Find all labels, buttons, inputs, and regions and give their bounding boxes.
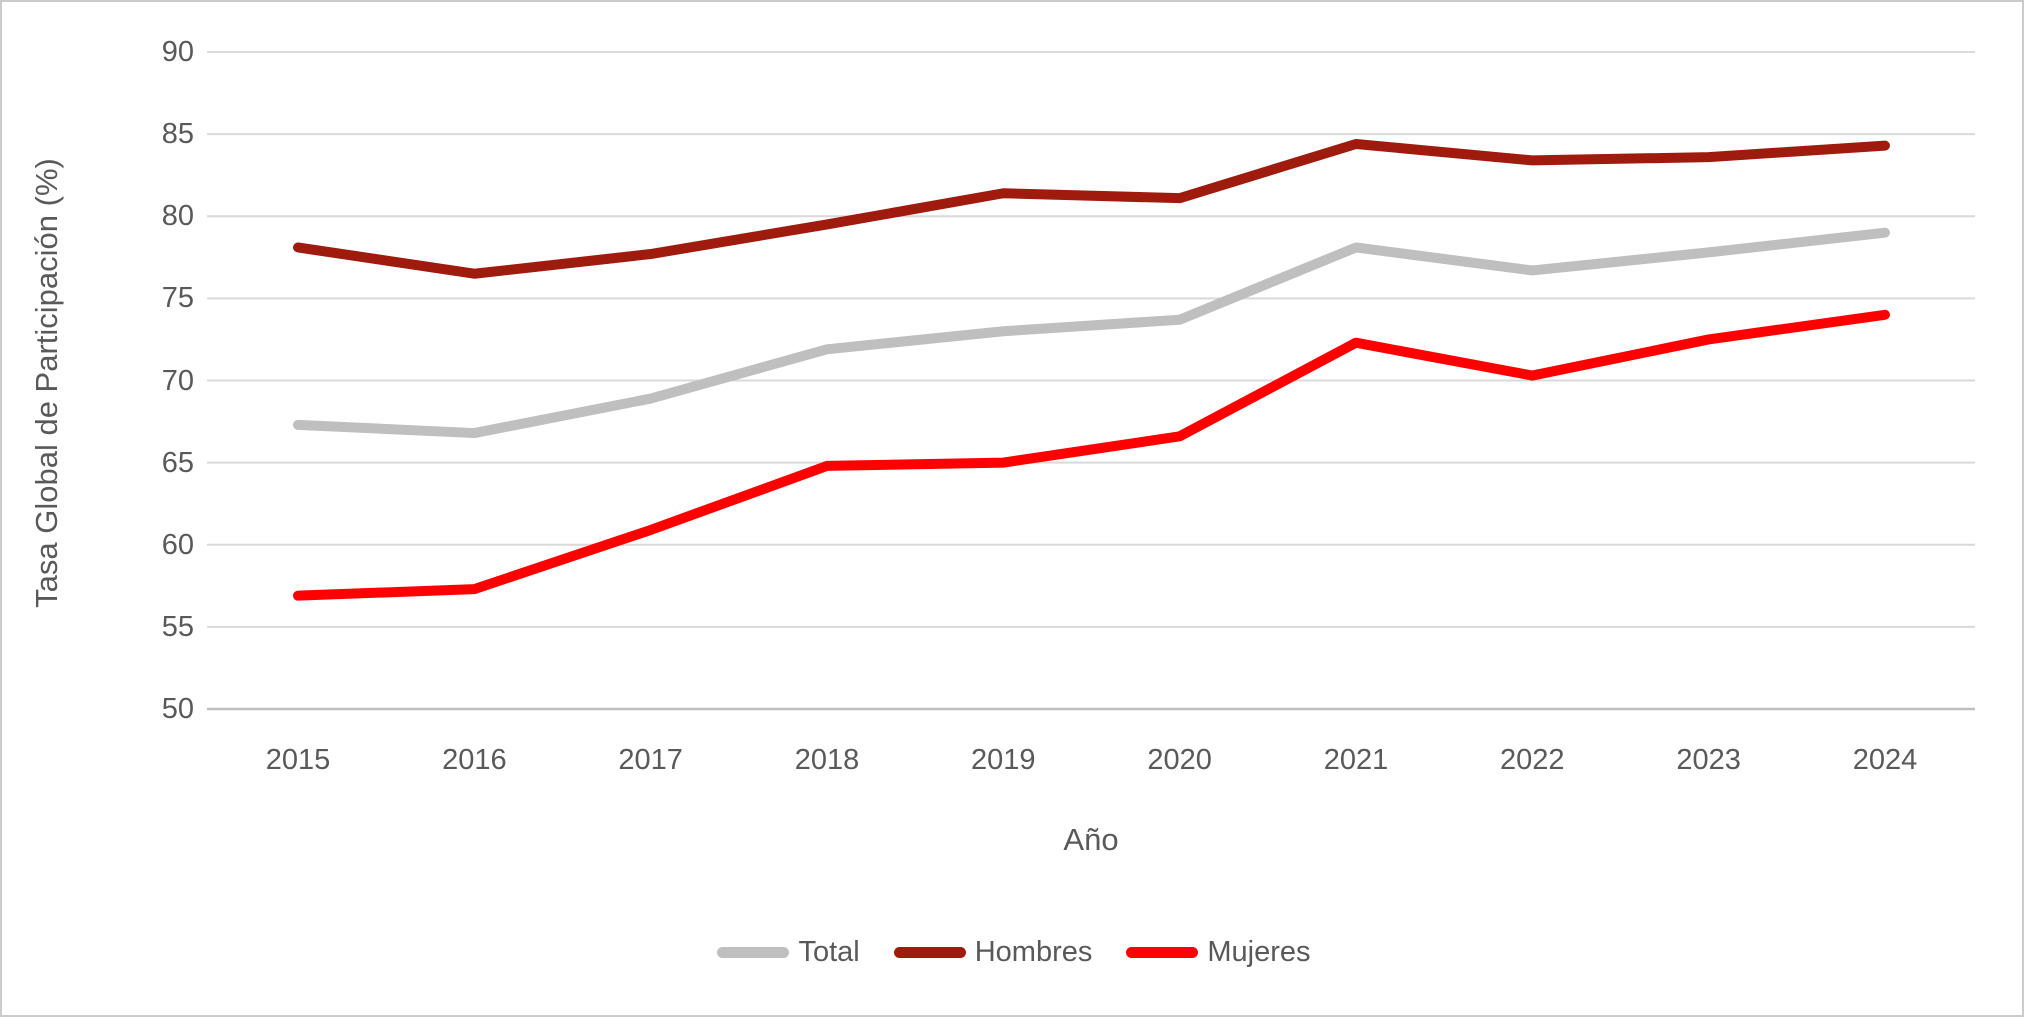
y-tick-label: 50 — [161, 693, 194, 725]
series-line-total — [293, 227, 1890, 439]
y-tick-label: 65 — [161, 446, 194, 479]
series-line-mujeres — [293, 309, 1890, 601]
legend-line-marker — [1126, 946, 1199, 958]
legend-item-hombres: Hombres — [893, 935, 1093, 969]
legend-item-mujeres: Mujeres — [1126, 935, 1311, 969]
y-tick-label: 85 — [161, 118, 194, 151]
legend-label: Total — [798, 936, 860, 968]
series-lines-group — [293, 138, 1890, 601]
legend-label: Hombres — [974, 936, 1093, 968]
y-tick-label: 70 — [161, 364, 194, 397]
x-tick-label: 2018 — [794, 744, 860, 776]
y-tick-label: 90 — [161, 36, 194, 68]
x-tick-label: 2024 — [1852, 744, 1918, 776]
x-axis-title: Año — [1063, 822, 1119, 857]
y-tick-label: 55 — [161, 610, 194, 643]
x-tick-label: 2016 — [442, 744, 507, 776]
x-tick-label: 2023 — [1676, 744, 1741, 776]
y-tick-label: 75 — [161, 282, 194, 315]
y-tick-label: 80 — [161, 200, 194, 233]
x-tick-label: 2015 — [265, 744, 331, 776]
legend-label: Mujeres — [1207, 936, 1311, 968]
x-tick-label: 2021 — [1323, 744, 1389, 776]
x-tick-label: 2022 — [1500, 744, 1565, 776]
y-axis-title: Tasa Global de Participación (%) — [29, 158, 64, 608]
x-tick-label: 2017 — [618, 744, 683, 776]
y-tick-label: 60 — [161, 528, 194, 561]
x-tick-label: 2020 — [1147, 744, 1212, 776]
legend-line-marker — [893, 946, 966, 958]
gridlines-group — [207, 51, 1975, 711]
chart-legend: Total Hombres Mujeres — [2, 932, 2022, 972]
legend-item-total: Total — [717, 935, 860, 969]
series-line-hombres — [293, 138, 1890, 279]
x-tick-label: 2019 — [971, 744, 1036, 776]
legend-line-marker — [717, 946, 790, 958]
